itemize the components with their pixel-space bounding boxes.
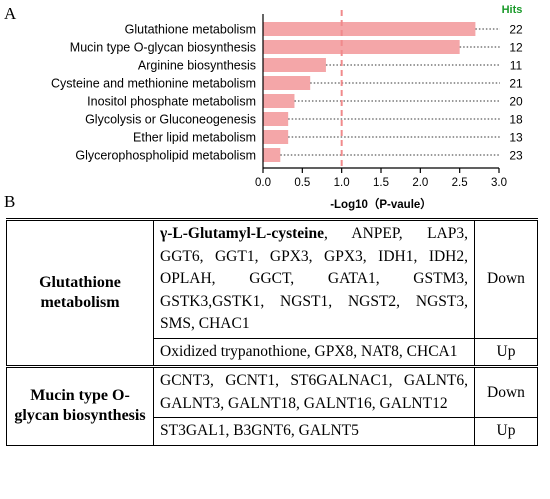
x-tick-label: 2.5 — [452, 177, 468, 189]
bar — [263, 148, 281, 162]
hits-value: 11 — [510, 59, 523, 73]
category-label: Cysteine and methionine metabolism — [51, 77, 256, 91]
bar — [263, 76, 311, 90]
direction-cell: Up — [474, 337, 538, 367]
hits-value: 20 — [509, 95, 523, 109]
bold-gene: γ-L-Glutamyl-L-cysteine — [160, 225, 324, 242]
pathway-cell: Glutathione metabolism — [6, 218, 154, 367]
bar — [263, 94, 295, 108]
hits-value: 13 — [509, 131, 523, 145]
table-row: Glutathione metabolism γ-L-Glutamyl-L-cy… — [6, 218, 538, 367]
direction-cell: Down — [474, 365, 538, 418]
direction-cell: Up — [474, 417, 538, 446]
x-tick-label: 3.0 — [491, 177, 507, 189]
bar — [263, 58, 326, 72]
hits-value: 18 — [509, 113, 523, 127]
table-row: ST3GAL1, B3GNT6, GALNT5 Up — [7, 417, 538, 446]
table-row: Mucin type O-glycan biosynthesis GCNT3, … — [6, 365, 538, 446]
panel-b-label: B — [4, 192, 16, 211]
genes-cell: GCNT3, GCNT1, ST6GALNAC1, GALNT6, GALNT3… — [153, 365, 475, 418]
category-label: Glutathione metabolism — [125, 23, 256, 37]
x-tick-label: 1.0 — [334, 177, 350, 189]
hits-header: Hits — [502, 4, 523, 16]
hits-value: 22 — [509, 23, 523, 37]
category-label: Inositol phosphate metabolism — [87, 95, 256, 109]
category-label: Mucin type O-glycan biosynthesis — [70, 41, 256, 55]
x-tick-label: 1.5 — [373, 177, 389, 189]
bar — [263, 130, 289, 144]
hits-value: 21 — [509, 77, 523, 91]
genes-cell: ST3GAL1, B3GNT6, GALNT5 — [153, 417, 475, 446]
hits-value: 12 — [509, 41, 523, 55]
gene-table: Glutathione metabolism γ-L-Glutamyl-L-cy… — [6, 218, 538, 446]
category-label: Glycerophospholipid metabolism — [75, 149, 256, 163]
x-tick-label: 2.0 — [412, 177, 428, 189]
pathway-cell: Mucin type O-glycan biosynthesis — [6, 365, 154, 446]
x-tick-label: 0.0 — [255, 177, 271, 189]
x-tick-label: 0.5 — [294, 177, 310, 189]
category-label: Arginine biosynthesis — [138, 59, 256, 73]
bar — [263, 40, 460, 54]
panel-a-label: A — [4, 4, 17, 23]
gene-list: , ANPEP, LAP3, GGT6, GGT1, GPX3, GPX3, I… — [160, 225, 468, 332]
bar — [263, 112, 289, 126]
category-label: Glycolysis or Gluconeogenesis — [85, 113, 256, 127]
genes-cell: Oxidized trypanothione, GPX8, NAT8, CHCA… — [153, 337, 475, 367]
category-label: Ether lipid metabolism — [133, 131, 256, 145]
bar — [263, 22, 476, 36]
bar-chart: Hits Glutathione metabolism 22 Mucin type O… — [51, 4, 523, 211]
hits-value: 23 — [509, 149, 523, 163]
genes-cell: γ-L-Glutamyl-L-cysteine, ANPEP, LAP3, GG… — [153, 218, 475, 339]
x-axis-title: -Log10（P-vaule） — [330, 197, 432, 211]
direction-cell: Down — [474, 218, 538, 339]
